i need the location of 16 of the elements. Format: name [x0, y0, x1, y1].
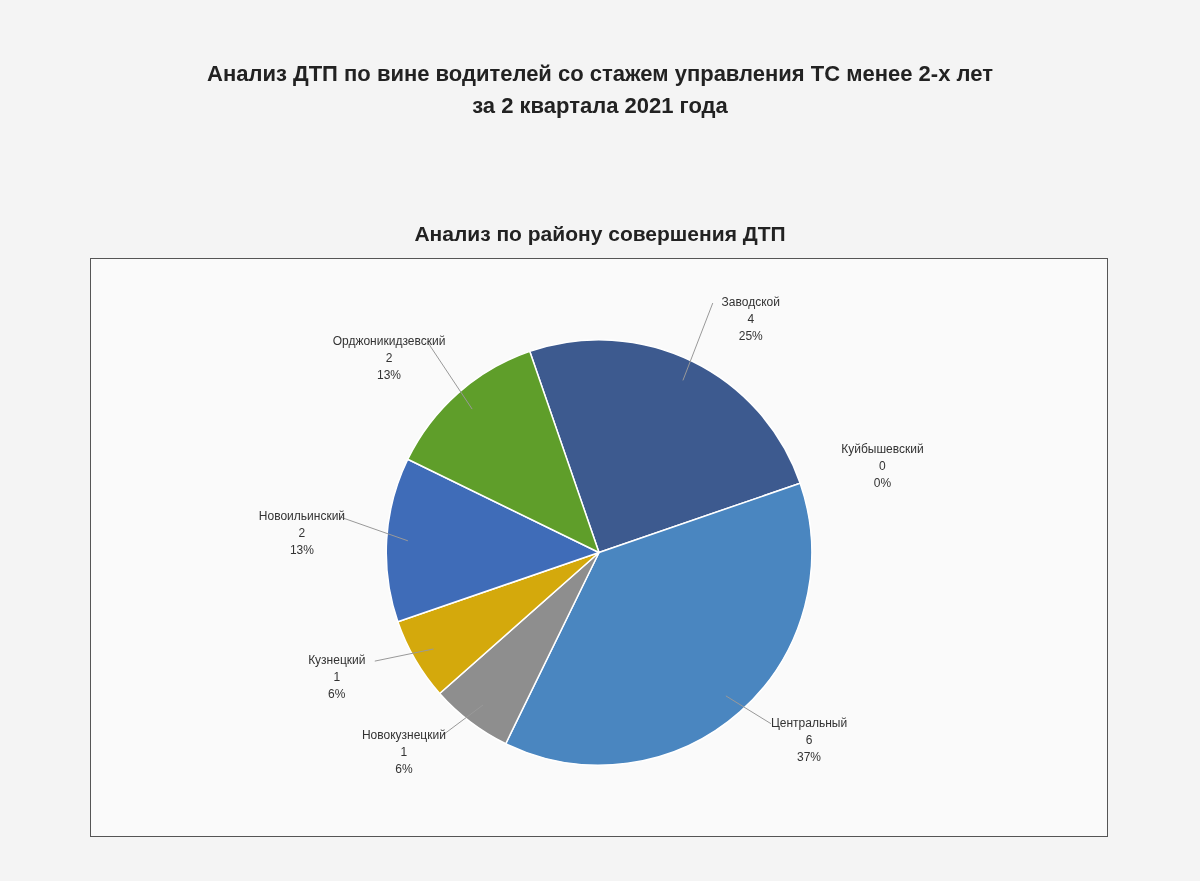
data-label: 2 13% [377, 350, 402, 382]
slice-label: Новокузнецкий [361, 728, 446, 743]
text: 0 0% [873, 458, 892, 490]
slice-label: Кузнецкий [308, 653, 366, 668]
data-label: 4 25% [738, 312, 764, 344]
slice-label: Заводской [721, 295, 780, 310]
data-label: 6 37% [796, 733, 822, 765]
category-label: Куйбышевский [841, 441, 924, 456]
chart-title: Анализ ДТП по вине водителей со стажем управления ТС менее 2-х лет за 2 квартала 2021 года [206, 60, 994, 120]
data-label: 1 6% [395, 745, 413, 777]
slice-label: Новоильинский [258, 509, 346, 524]
slice-label: Орджоникидзевский [332, 333, 446, 348]
data-label: 2 13% [289, 526, 315, 558]
slice-label: Центральный [770, 716, 848, 731]
chart-subtitle: Анализ по району совершения ДТП [413, 222, 787, 246]
data-label: 1 6% [328, 670, 346, 702]
